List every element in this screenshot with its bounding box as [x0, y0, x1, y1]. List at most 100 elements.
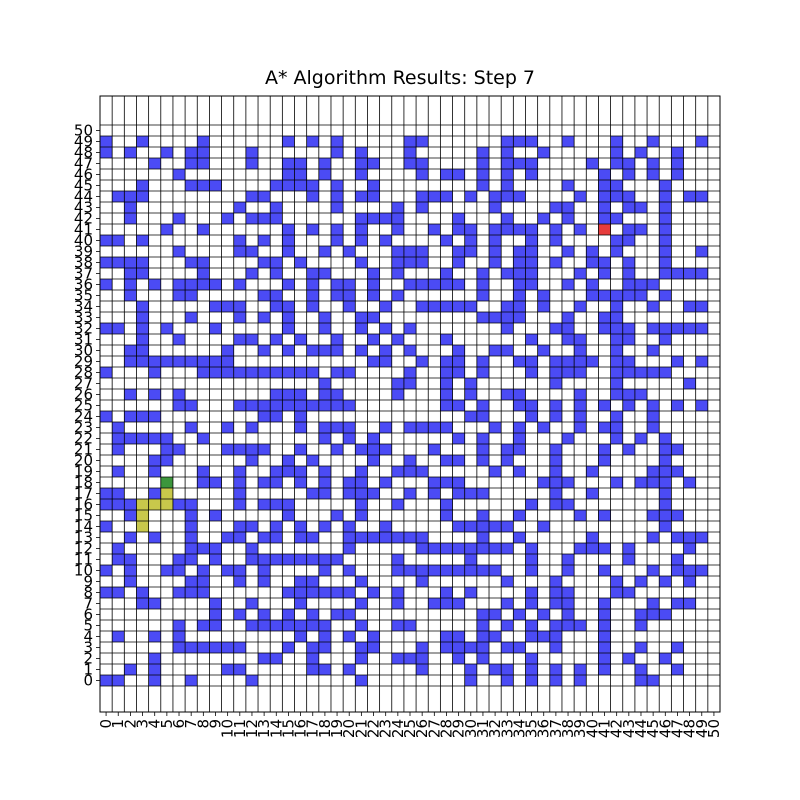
obstacle-cell: [270, 620, 283, 631]
obstacle-cell: [610, 378, 623, 389]
obstacle-cell: [440, 543, 453, 554]
obstacle-cell: [318, 433, 331, 444]
obstacle-cell: [671, 565, 684, 576]
obstacle-cell: [416, 653, 429, 664]
obstacle-cell: [647, 609, 660, 620]
y-tick-label: 38: [74, 254, 93, 272]
obstacle-cell: [574, 389, 587, 400]
obstacle-cell: [476, 565, 490, 576]
obstacle-cell: [549, 400, 562, 411]
y-tick-label: 35: [74, 287, 93, 305]
obstacle-cell: [659, 290, 672, 301]
obstacle-cell: [318, 268, 331, 279]
obstacle-cell: [306, 301, 319, 312]
obstacle-cell: [330, 202, 344, 213]
obstacle-cell: [306, 642, 319, 653]
obstacle-cell: [136, 356, 149, 367]
obstacle-cell: [671, 554, 684, 565]
obstacle-cell: [282, 169, 295, 180]
obstacle-cell: [683, 598, 696, 609]
obstacle-cell: [124, 147, 137, 158]
obstacle-cell: [501, 345, 514, 356]
obstacle-cell: [197, 433, 210, 444]
obstacle-cell: [416, 576, 429, 587]
x-tick-label: 10: [219, 719, 237, 738]
obstacle-cell: [671, 532, 684, 543]
obstacle-cell: [695, 356, 708, 367]
obstacle-cell: [233, 246, 246, 257]
obstacle-cell: [403, 257, 417, 268]
obstacle-cell: [282, 301, 295, 312]
obstacle-cell: [233, 334, 246, 345]
obstacle-cell: [282, 400, 295, 411]
obstacle-cell: [367, 290, 380, 301]
obstacle-cell: [622, 290, 635, 301]
obstacle-cell: [330, 191, 344, 202]
obstacle-cell: [416, 246, 429, 257]
obstacle-cell: [124, 532, 137, 543]
obstacle-cell: [379, 301, 392, 312]
y-tick-label: 17: [74, 485, 93, 503]
obstacle-cell: [683, 301, 696, 312]
obstacle-cell: [610, 136, 623, 147]
obstacle-cell: [112, 543, 125, 554]
obstacle-cell: [452, 345, 465, 356]
obstacle-cell: [318, 389, 331, 400]
obstacle-cell: [513, 136, 526, 147]
y-tick-label: 15: [74, 507, 93, 525]
obstacle-cell: [294, 521, 307, 532]
obstacle-cell: [416, 136, 429, 147]
obstacle-cell: [185, 554, 198, 565]
obstacle-cell: [610, 290, 623, 301]
obstacle-cell: [124, 664, 137, 675]
obstacle-cell: [586, 532, 599, 543]
obstacle-cell: [270, 532, 283, 543]
obstacle-cell: [343, 565, 356, 576]
obstacle-cell: [525, 268, 538, 279]
obstacle-cell: [355, 257, 368, 268]
x-tick-label: 37: [547, 719, 565, 738]
obstacle-cell: [610, 477, 623, 488]
obstacle-cell: [622, 257, 635, 268]
obstacle-cell: [525, 598, 538, 609]
obstacle-cell: [622, 543, 635, 554]
y-tick-label: 33: [74, 309, 93, 327]
x-tick-label: 12: [243, 719, 261, 738]
obstacle-cell: [282, 312, 295, 323]
obstacle-cell: [185, 400, 198, 411]
obstacle-cell: [610, 389, 623, 400]
obstacle-cell: [683, 543, 696, 554]
obstacle-cell: [464, 378, 477, 389]
obstacle-cell: [233, 202, 246, 213]
obstacle-cell: [537, 213, 550, 224]
obstacle-cell: [100, 521, 113, 532]
obstacle-cell: [525, 411, 538, 422]
obstacle-cell: [561, 202, 575, 213]
obstacle-cell: [294, 554, 307, 565]
obstacle-cell: [440, 510, 453, 521]
obstacle-cell: [622, 158, 635, 169]
obstacle-cell: [136, 323, 149, 334]
obstacle-cell: [683, 565, 696, 576]
obstacle-cell: [428, 301, 441, 312]
obstacle-cell: [379, 477, 392, 488]
obstacle-cell: [525, 631, 538, 642]
obstacle-cell: [659, 455, 672, 466]
obstacle-cell: [525, 169, 538, 180]
obstacle-cell: [634, 642, 648, 653]
obstacle-cell: [464, 301, 477, 312]
obstacle-cell: [574, 620, 587, 631]
obstacle-cell: [452, 543, 465, 554]
obstacle-cell: [270, 334, 283, 345]
obstacle-cell: [610, 356, 623, 367]
obstacle-cell: [258, 565, 271, 576]
obstacle-cell: [659, 499, 672, 510]
obstacle-cell: [258, 499, 271, 510]
obstacle-cell: [221, 345, 234, 356]
x-tick-label: 35: [523, 719, 541, 738]
obstacle-cell: [124, 389, 137, 400]
obstacle-cell: [610, 334, 623, 345]
obstacle-cell: [160, 224, 173, 235]
obstacle-cell: [440, 191, 453, 202]
obstacle-cell: [647, 136, 660, 147]
